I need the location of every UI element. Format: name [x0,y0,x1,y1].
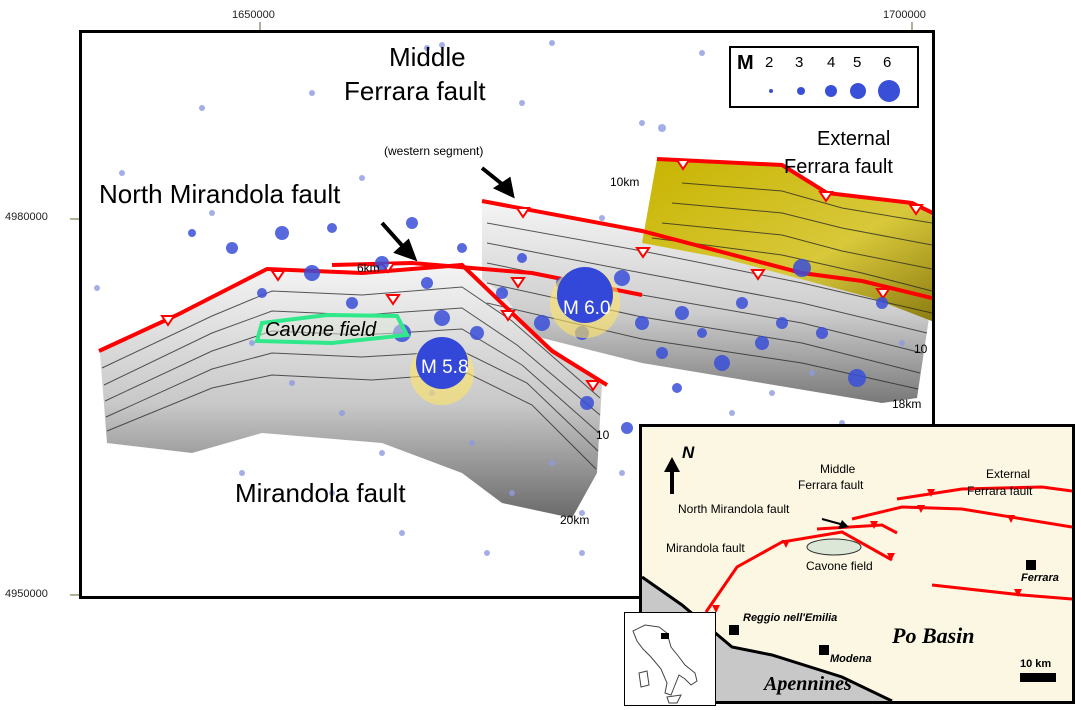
inset-reggio-label: Reggio nell'Emilia [743,612,838,624]
m60-label: M 6.0 [563,298,611,319]
inset-cavone-outline [806,538,862,556]
legend-mag-4: 4 [827,54,836,71]
depth-label-18km: 18km [892,397,922,411]
x-tick-1650000: 1650000 [232,9,275,21]
cavone-field-outline [254,312,411,346]
m58-label: M 5.8 [421,357,469,378]
m58-sphere [416,337,468,389]
depth-label-6km: 6km [357,261,380,275]
north-mirandola-label: North Mirandola fault [99,179,341,209]
x-tick-1700000: 1700000 [883,9,926,21]
inset-middle-ferrara-trace [851,505,1072,529]
magnitude-legend: M 2 3 4 5 6 [729,46,919,108]
middle-ferrara-label-line2: Ferrara fault [344,76,486,106]
inset-modena-label: Modena [830,653,872,665]
inset-north-label: N [682,443,695,462]
italy-locator-map [624,612,716,706]
middle-ferrara-note: (western segment) [384,144,484,158]
inset-ferrara-label: Ferrara [1021,572,1059,584]
y-tick-4980000: 4980000 [5,211,48,223]
inset-middle-ferrara-line2: Ferrara fault [798,478,864,492]
inset-cavone-label: Cavone field [806,559,873,573]
depth-label-10-bottom: 10 [596,428,610,442]
modena-marker [819,645,829,655]
inset-middle-ferrara-line1: Middle [820,462,856,476]
legend-title: M [737,52,754,74]
inset-scale-label: 10 km [1020,658,1052,670]
external-ferrara-label-line1: External [817,128,891,150]
y-tick-4950000: 4950000 [5,588,48,600]
mirandola-fault-trace [98,262,609,387]
inset-external-ferrara-line2: Ferrara fault [967,484,1033,498]
scale-bar [1020,673,1056,682]
ferrara-marker [1026,560,1036,570]
inset-mirandola-trace [704,530,893,613]
reggio-marker [729,625,739,635]
middle-ferrara-label-line1: Middle [389,42,466,72]
inset-north-mirandola-label: North Mirandola fault [678,502,790,516]
depth-label-10km-top: 10km [610,175,640,189]
m60-sphere [557,267,613,323]
fault-surfaces [94,40,932,556]
mirandola-label: Mirandola fault [235,478,406,508]
italy-study-area-marker [661,633,669,639]
inset-apennines-label: Apennines [764,673,852,695]
legend-mag-2: 2 [765,54,774,71]
depth-label-20km: 20km [560,513,590,527]
legend-mag-5: 5 [853,54,862,71]
legend-mag-6: 6 [883,54,892,71]
middle-ferrara-surface [482,201,932,403]
inset-po-basin-label: Po Basin [892,623,975,648]
italy-outline [632,624,698,704]
inset-ferrara-south-trace [931,583,1072,601]
legend-mag-3: 3 [795,54,804,71]
inset-external-ferrara-line1: External [986,467,1031,481]
legend-circles [769,80,900,102]
external-ferrara-label-line2: Ferrara fault [784,156,893,178]
cavone-field-label: Cavone field [265,319,377,341]
inset-mirandola-label: Mirandola fault [666,541,745,555]
depth-label-10-right: 10 [914,342,928,356]
